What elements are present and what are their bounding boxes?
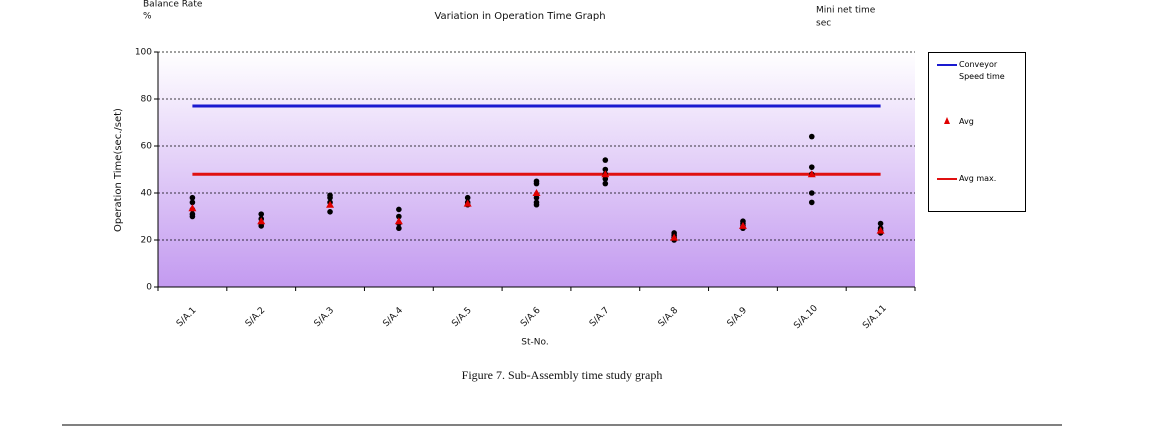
legend: Conveyor Speed time Avg Avg max. bbox=[928, 52, 1026, 212]
measurement-dot bbox=[808, 199, 815, 206]
legend-item: Avg max. bbox=[935, 173, 1023, 185]
measurement-dot bbox=[602, 176, 609, 182]
measurement-dot bbox=[464, 194, 471, 201]
y-axis-label: Operation Time(sec./set) bbox=[113, 108, 124, 232]
caption: Figure 7. Sub-Assembly time study graph bbox=[462, 368, 663, 382]
left-note: Balance Rate bbox=[143, 0, 203, 10]
legend-item: Avg bbox=[935, 116, 1023, 128]
legend-label: Avg max. bbox=[959, 174, 997, 183]
measurement-dot bbox=[396, 206, 402, 213]
measurement-dot bbox=[327, 194, 333, 201]
legend-item: Conveyor Speed time bbox=[935, 59, 1023, 83]
x-tick-label: S/A.3 bbox=[313, 306, 337, 330]
x-tick-label: S/A.9 bbox=[726, 305, 750, 329]
measurement-dot bbox=[602, 157, 609, 163]
measurement-dot bbox=[258, 211, 265, 217]
left-note: % bbox=[143, 12, 152, 22]
measurement-dot bbox=[808, 164, 815, 170]
avg-marker bbox=[326, 200, 335, 208]
y-tick-label: 0 bbox=[146, 283, 152, 293]
measurement-dot bbox=[189, 213, 196, 220]
legend-label: Avg bbox=[959, 117, 974, 126]
measurement-dot bbox=[533, 180, 540, 187]
legend-swatch bbox=[937, 178, 957, 180]
x-tick-label: S/A.6 bbox=[519, 305, 543, 329]
x-axis-label: St-No. bbox=[521, 338, 548, 348]
y-tick-label: 100 bbox=[135, 48, 152, 58]
x-tick-label: S/A.1 bbox=[175, 306, 199, 330]
y-tick-label: 60 bbox=[141, 142, 153, 152]
avg-marker bbox=[738, 221, 747, 229]
legend-swatch bbox=[937, 64, 957, 66]
measurement-dot bbox=[396, 213, 402, 220]
avg-marker bbox=[876, 226, 885, 234]
plot-background bbox=[158, 52, 915, 287]
measurement-dot bbox=[808, 133, 815, 140]
y-tick-label: 80 bbox=[141, 95, 153, 105]
legend-key bbox=[935, 173, 959, 183]
legend-label: Conveyor Speed time bbox=[959, 60, 1005, 81]
x-tick-label: S/A.5 bbox=[450, 306, 474, 330]
avg-marker bbox=[670, 233, 679, 241]
legend-key bbox=[935, 59, 959, 69]
legend-key bbox=[935, 116, 959, 126]
avg-marker bbox=[394, 217, 403, 225]
x-tick-label: S/A.8 bbox=[657, 305, 681, 329]
measurement-dot bbox=[533, 194, 540, 201]
x-tick-label: S/A.4 bbox=[381, 305, 405, 329]
measurement-dot bbox=[602, 180, 609, 187]
measurement-dot bbox=[189, 194, 196, 201]
x-tick-label: S/A.11 bbox=[861, 304, 889, 332]
avg-marker bbox=[601, 170, 610, 178]
measurement-dot bbox=[808, 190, 815, 196]
measurement-dot bbox=[396, 225, 402, 232]
legend-swatch bbox=[944, 117, 950, 124]
y-tick-label: 40 bbox=[141, 189, 153, 199]
measurement-dot bbox=[602, 166, 609, 173]
y-tick-label: 20 bbox=[141, 236, 153, 246]
measurement-dot bbox=[533, 201, 540, 208]
measurement-dot bbox=[189, 199, 196, 206]
avg-marker bbox=[188, 204, 197, 212]
measurement-dot bbox=[327, 209, 333, 215]
x-tick-label: S/A.10 bbox=[792, 303, 820, 331]
avg-marker bbox=[532, 189, 541, 196]
right-note: Mini net time bbox=[816, 6, 876, 16]
chart-title: Variation in Operation Time Graph bbox=[434, 11, 605, 22]
measurement-dot bbox=[877, 220, 884, 227]
right-note: sec bbox=[816, 19, 831, 29]
x-tick-label: S/A.2 bbox=[244, 306, 268, 330]
measurement-dot bbox=[258, 223, 265, 229]
x-tick-label: S/A.7 bbox=[588, 306, 612, 330]
avg-marker bbox=[257, 217, 266, 225]
avg-marker bbox=[463, 199, 472, 207]
avg-marker bbox=[807, 170, 816, 178]
